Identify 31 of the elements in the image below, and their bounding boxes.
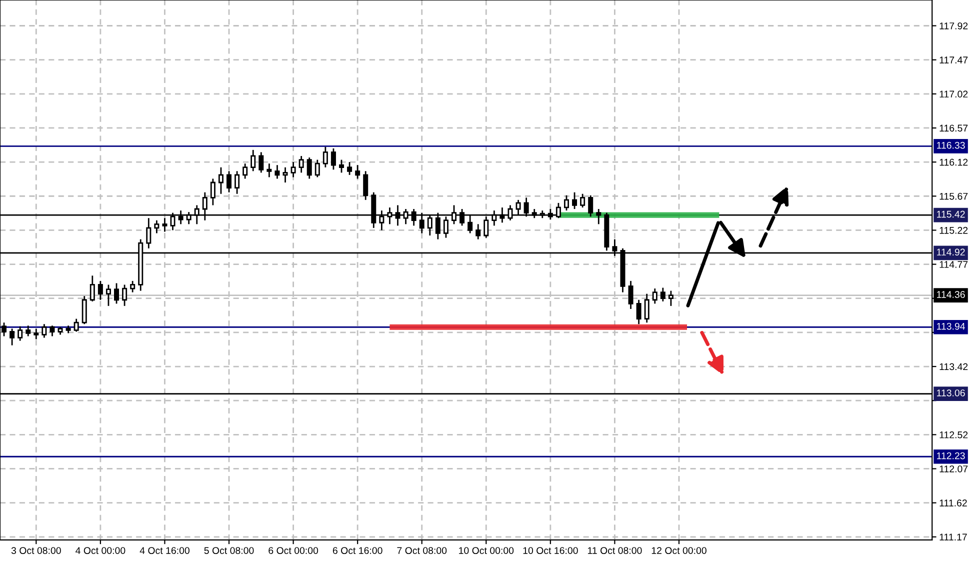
x-tick-label: 4 Oct 16:00 [140,547,190,554]
ref-line-label: 115.42 [937,210,965,218]
x-tick-label: 6 Oct 00:00 [268,547,318,554]
x-tick-label: 3 Oct 08:00 [11,547,61,554]
y-tick-label: 117.02 [940,90,968,98]
y-tick-label: 112.07 [940,465,968,472]
x-tick-label: 6 Oct 16:00 [332,547,382,554]
y-tick-label: 111.62 [940,500,967,506]
y-tick-label: 116.57 [940,124,968,132]
x-tick-label: 7 Oct 08:00 [397,547,447,554]
y-tick-label: 115.22 [940,226,968,234]
ref-line-label: 113.06 [937,389,965,396]
x-tick-label: 4 Oct 00:00 [76,547,126,554]
x-tick-label: 10 Oct 00:00 [459,547,514,554]
x-tick-label: 12 Oct 00:00 [652,547,706,554]
y-tick-label: 117.92 [940,22,968,30]
ref-line-label: 112.23 [937,452,965,460]
ref-line-label: 114.92 [937,248,965,256]
y-tick-label: 113.42 [940,363,968,370]
y-tick-label: 111.17 [940,534,967,540]
ref-line-label: 116.33 [937,142,965,149]
y-tick-label: 115.67 [940,192,968,200]
x-tick-label: 5 Oct 08:00 [204,547,254,554]
ref-line-label: 113.94 [937,322,965,330]
y-tick-label: 112.52 [940,431,968,438]
y-tick-label: 116.12 [940,158,968,166]
ref-line-label: 114.36 [937,291,965,298]
x-tick-label: 10 Oct 16:00 [523,547,578,554]
x-tick-label: 11 Oct 08:00 [588,547,642,554]
y-tick-label: 117.47 [940,56,968,64]
y-tick-label: 114.77 [940,261,968,268]
